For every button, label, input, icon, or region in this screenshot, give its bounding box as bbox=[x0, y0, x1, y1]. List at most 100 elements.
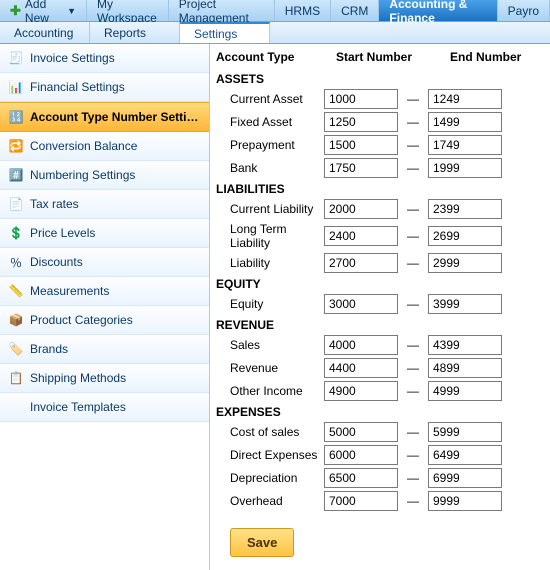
topmenu-item-workspace[interactable]: My Workspace bbox=[87, 0, 169, 21]
end-number-input[interactable] bbox=[428, 253, 502, 273]
body: 🧾Invoice Settings📊Financial Settings 🔢 Acc… bbox=[0, 44, 550, 570]
end-number-input[interactable] bbox=[428, 335, 502, 355]
end-number-input[interactable] bbox=[428, 199, 502, 219]
start-number-input[interactable] bbox=[324, 253, 398, 273]
topmenu-item-label: Project Management bbox=[179, 0, 264, 25]
row-label: Cost of sales bbox=[216, 425, 324, 439]
topmenu-item-hrms[interactable]: HRMS bbox=[275, 0, 331, 21]
sidebar-item-label: Shipping Methods bbox=[30, 371, 201, 385]
range-dash: — bbox=[398, 92, 428, 106]
row-label: Prepayment bbox=[216, 138, 324, 152]
range-dash: — bbox=[398, 361, 428, 375]
number-range-row: Bank— bbox=[216, 158, 544, 178]
row-label: Current Asset bbox=[216, 92, 324, 106]
sidebar-item-tax_rates[interactable]: 📄 Tax rates bbox=[0, 190, 209, 219]
sidebar-item-account_type_numbers[interactable]: 🔢 Account Type Number Settings bbox=[0, 102, 209, 132]
number-range-row: Current Asset — bbox=[216, 89, 544, 109]
subtab-reports[interactable]: Reports bbox=[90, 22, 180, 43]
start-number-input[interactable] bbox=[324, 199, 398, 219]
end-number-input[interactable] bbox=[428, 294, 502, 314]
account-number-icon: 🔢 bbox=[8, 109, 24, 125]
sidebar-item-label: Measurements bbox=[30, 284, 201, 298]
sidebar-item-label: Account Type Number Settings bbox=[30, 110, 201, 124]
sidebar-item-label: Financial Settings bbox=[30, 80, 201, 94]
subtab-label: Reports bbox=[104, 26, 146, 40]
sidebar-item-numbering_settings[interactable]: #️⃣Numbering Settings bbox=[0, 161, 209, 190]
conversion-icon: 🔁 bbox=[8, 138, 24, 154]
sub-tab-bar: Accounting Reports Settings bbox=[0, 22, 550, 44]
numbering-icon: #️⃣ bbox=[8, 167, 24, 183]
number-range-row: Current Liability— bbox=[216, 199, 544, 219]
end-number-input[interactable] bbox=[428, 358, 502, 378]
settings-sidebar: 🧾Invoice Settings📊Financial Settings 🔢 Acc… bbox=[0, 44, 210, 570]
subtab-settings[interactable]: Settings bbox=[180, 22, 270, 43]
start-number-input[interactable] bbox=[324, 294, 398, 314]
end-number-input[interactable] bbox=[428, 381, 502, 401]
end-number-input[interactable] bbox=[428, 422, 502, 442]
range-dash: — bbox=[398, 338, 428, 352]
row-label: Revenue bbox=[216, 361, 324, 375]
range-dash: — bbox=[398, 229, 428, 243]
range-dash: — bbox=[398, 384, 428, 398]
sidebar-item-shipping_methods[interactable]: 📋 Shipping Methods bbox=[0, 364, 209, 393]
start-number-input[interactable] bbox=[324, 112, 398, 132]
section-title: ASSETS bbox=[216, 72, 544, 86]
end-number-input[interactable] bbox=[428, 158, 502, 178]
save-button[interactable]: Save bbox=[230, 528, 294, 557]
sidebar-item-measurements[interactable]: 📏Measurements bbox=[0, 277, 209, 306]
col-end-number: End Number bbox=[450, 50, 530, 64]
end-number-input[interactable] bbox=[428, 491, 502, 511]
start-number-input[interactable] bbox=[324, 491, 398, 511]
sidebar-item-invoice_templates[interactable]: Invoice Templates bbox=[0, 393, 209, 422]
number-range-row: Revenue — bbox=[216, 358, 544, 378]
section-title: REVENUE bbox=[216, 318, 544, 332]
sidebar-item-discounts[interactable]: ％Discounts bbox=[0, 248, 209, 277]
end-number-input[interactable] bbox=[428, 135, 502, 155]
discount-icon: ％ bbox=[8, 254, 24, 270]
sidebar-item-product_categories[interactable]: 📦Product Categories bbox=[0, 306, 209, 335]
number-range-row: Prepayment— bbox=[216, 135, 544, 155]
sidebar-item-invoice_settings[interactable]: 🧾Invoice Settings bbox=[0, 44, 209, 73]
col-account-type: Account Type bbox=[216, 50, 336, 64]
row-label: Long Term Liability bbox=[216, 222, 324, 250]
subtab-accounting[interactable]: Accounting bbox=[0, 22, 90, 43]
sidebar-item-label: Conversion Balance bbox=[30, 139, 201, 153]
main-content: Account Type Start Number End Number ASS… bbox=[210, 44, 550, 570]
subtab-label: Accounting bbox=[14, 26, 73, 40]
col-spacer bbox=[426, 50, 450, 64]
topmenu-item-payroll[interactable]: Payro bbox=[498, 0, 550, 21]
end-number-input[interactable] bbox=[428, 468, 502, 488]
start-number-input[interactable] bbox=[324, 226, 398, 246]
start-number-input[interactable] bbox=[324, 381, 398, 401]
start-number-input[interactable] bbox=[324, 422, 398, 442]
plus-icon: ✚ bbox=[10, 3, 21, 19]
topmenu-item-af[interactable]: Accounting & Finance bbox=[379, 0, 497, 21]
add-new-button[interactable]: ✚ Add New ▼ bbox=[0, 0, 87, 21]
start-number-input[interactable] bbox=[324, 158, 398, 178]
none-icon bbox=[8, 399, 24, 415]
topmenu-item-crm[interactable]: CRM bbox=[331, 0, 379, 21]
sidebar-item-label: Tax rates bbox=[30, 197, 201, 211]
shipping-icon: 📋 bbox=[8, 370, 24, 386]
topmenu-item-label: HRMS bbox=[285, 4, 320, 18]
sidebar-item-label: Price Levels bbox=[30, 226, 201, 240]
sidebar-item-price_levels[interactable]: 💲Price Levels bbox=[0, 219, 209, 248]
end-number-input[interactable] bbox=[428, 445, 502, 465]
end-number-input[interactable] bbox=[428, 226, 502, 246]
start-number-input[interactable] bbox=[324, 89, 398, 109]
end-number-input[interactable] bbox=[428, 112, 502, 132]
start-number-input[interactable] bbox=[324, 468, 398, 488]
sidebar-item-conversion_balance[interactable]: 🔁 Conversion Balance bbox=[0, 132, 209, 161]
section-title: LIABILITIES bbox=[216, 182, 544, 196]
row-label: Sales bbox=[216, 338, 324, 352]
end-number-input[interactable] bbox=[428, 89, 502, 109]
sidebar-item-brands[interactable]: 🏷️Brands bbox=[0, 335, 209, 364]
start-number-input[interactable] bbox=[324, 358, 398, 378]
sidebar-item-financial_settings[interactable]: 📊Financial Settings bbox=[0, 73, 209, 102]
start-number-input[interactable] bbox=[324, 335, 398, 355]
start-number-input[interactable] bbox=[324, 135, 398, 155]
start-number-input[interactable] bbox=[324, 445, 398, 465]
top-menubar: ✚ Add New ▼ My WorkspaceProject Manageme… bbox=[0, 0, 550, 22]
tax-icon: 📄 bbox=[8, 196, 24, 212]
topmenu-item-pm[interactable]: Project Management bbox=[169, 0, 275, 21]
